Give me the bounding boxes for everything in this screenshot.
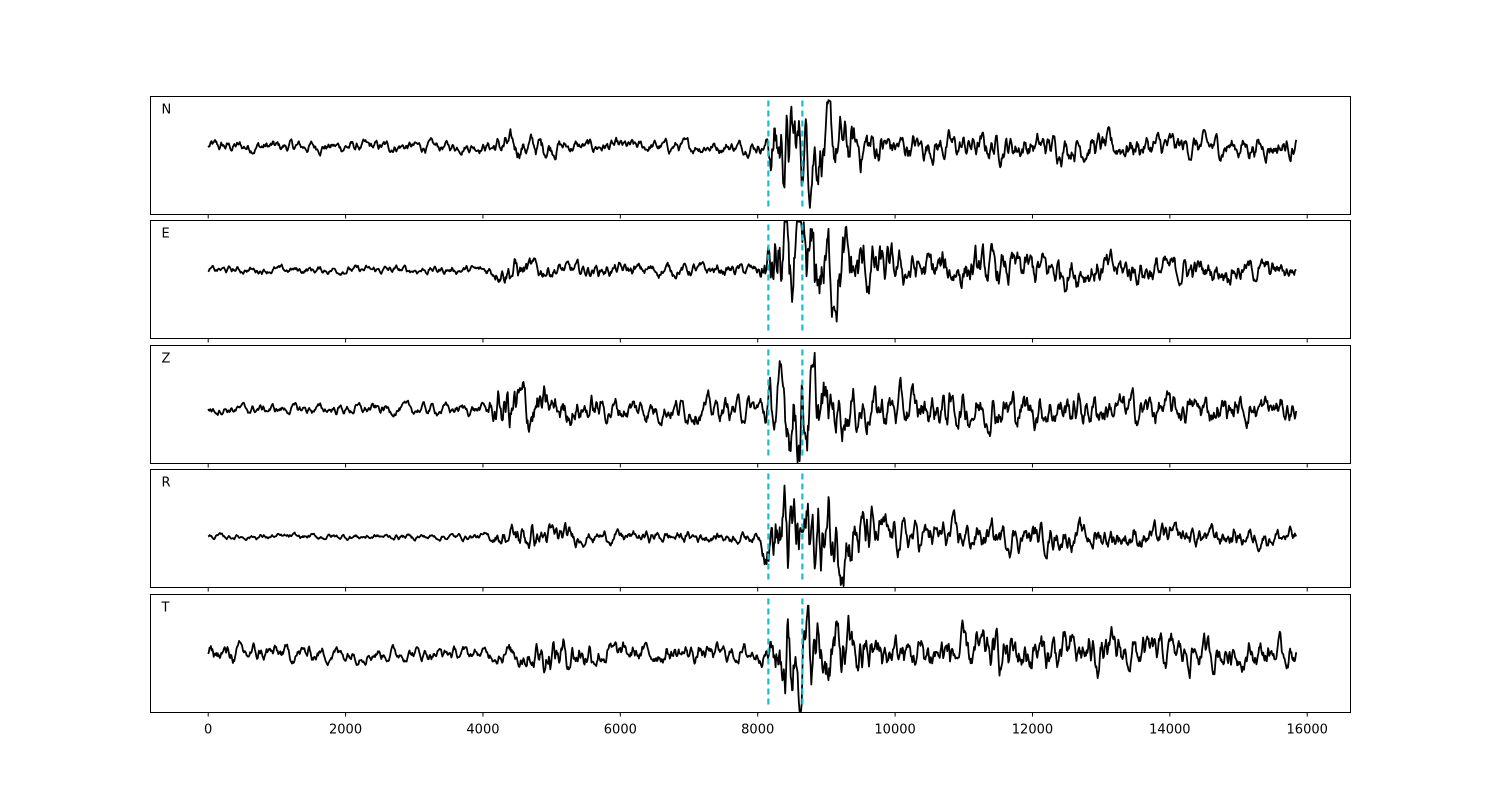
x-tick-label: 12000 [1012,723,1053,738]
panel-r: R [150,469,1351,592]
x-tick-label: 14000 [1149,723,1190,738]
x-tick-label: 2000 [329,723,362,738]
x-tick-label: 4000 [466,723,499,738]
waveform-n [207,99,1298,209]
panel-z: Z [150,345,1351,468]
waveform-t [207,604,1298,713]
waveform-r [207,484,1298,587]
panel-label: T [161,601,170,616]
panel-label: N [162,103,172,118]
panel-t: T 0 2000 4000 6000 8000 10000 12000 14000 16000 [150,594,1351,738]
waveform-e [207,220,1297,323]
x-tick-label: 16000 [1287,723,1328,738]
panel-frame [150,594,1351,713]
waveform-z [207,351,1298,464]
panel-label: E [162,227,170,242]
x-tick-label: 8000 [741,723,774,738]
panel-n: N [150,96,1351,219]
panel-label: Z [162,352,171,367]
x-tick-label: 6000 [604,723,637,738]
panel-e: E [150,220,1351,343]
panel-frame [150,469,1351,588]
panel-frame [150,345,1351,464]
x-tick-label: 10000 [874,723,915,738]
panel-frame [150,96,1351,215]
panel-label: R [162,476,171,491]
panel-frame [150,220,1351,339]
x-tick-label: 0 [204,723,212,738]
